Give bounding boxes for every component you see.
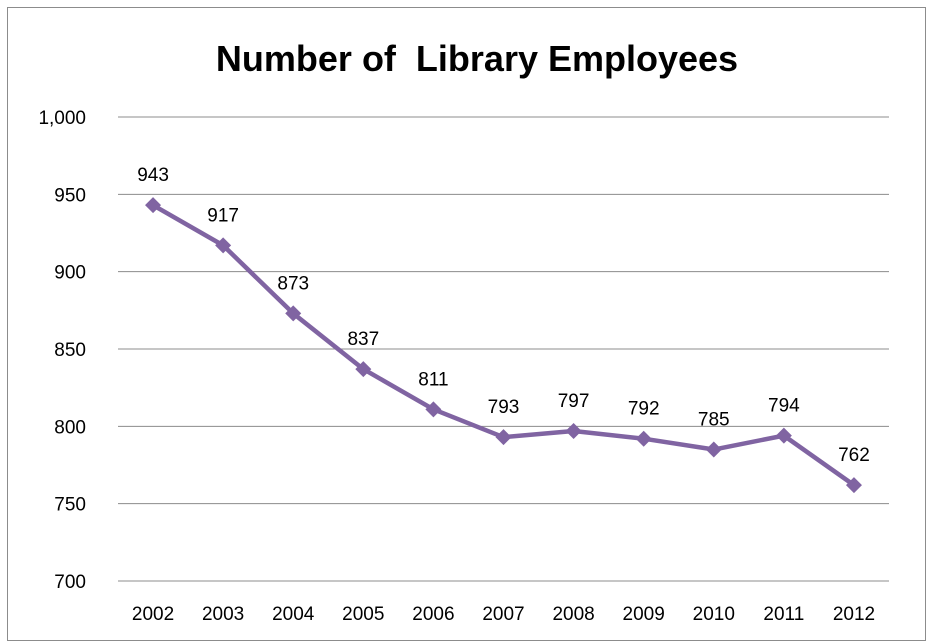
- data-point-marker: [285, 305, 302, 322]
- data-point-marker: [495, 429, 512, 446]
- data-label: 794: [768, 396, 800, 417]
- data-label: 792: [628, 399, 660, 420]
- data-label: 917: [207, 205, 239, 226]
- data-label: 762: [838, 445, 870, 466]
- data-label: 837: [347, 329, 379, 350]
- data-point-marker: [145, 197, 162, 214]
- data-point-marker: [355, 361, 372, 378]
- x-tick-label: 2002: [132, 604, 174, 625]
- data-label: 785: [698, 410, 730, 431]
- chart-frame: [7, 7, 926, 641]
- x-tick-label: 2012: [833, 604, 875, 625]
- data-label: 793: [488, 397, 520, 418]
- data-point-marker: [215, 237, 232, 254]
- y-tick-label: 850: [54, 340, 86, 361]
- data-point-marker: [425, 401, 442, 418]
- x-tick-label: 2011: [763, 604, 804, 625]
- data-label: 873: [277, 273, 309, 294]
- x-tick-label: 2008: [552, 604, 594, 625]
- y-tick-label: 750: [54, 495, 86, 516]
- data-point-marker: [705, 441, 722, 458]
- data-label: 797: [558, 391, 590, 412]
- gridlines: [118, 116, 889, 582]
- x-tick-label: 2005: [342, 604, 384, 625]
- y-tick-label: 900: [54, 263, 86, 284]
- y-tick-label: 700: [54, 572, 86, 593]
- x-tick-label: 2006: [412, 604, 454, 625]
- y-tick-label: 1,000: [38, 108, 86, 129]
- x-tick-label: 2004: [272, 604, 315, 625]
- x-axis-ticks: 2002 2003 2004 2005 2006 2007 2008 2009 2010 2011…: [132, 604, 875, 625]
- data-point-marker: [565, 422, 582, 439]
- data-labels: 943 917 873 837 811 793 797 792 785 794 762: [137, 165, 870, 466]
- y-tick-label: 950: [54, 185, 86, 206]
- x-tick-label: 2010: [693, 604, 735, 625]
- y-tick-label: 800: [54, 417, 86, 438]
- chart-title: Number of Library Employees: [216, 38, 738, 79]
- data-label: 811: [418, 369, 448, 390]
- x-tick-label: 2003: [202, 604, 244, 625]
- x-tick-label: 2009: [623, 604, 665, 625]
- data-point-marker: [845, 477, 862, 494]
- y-axis-ticks: 700 750 800 850 900 950 1,000: [38, 108, 86, 593]
- data-point-marker: [775, 427, 792, 444]
- series-layer: [145, 197, 862, 494]
- data-point-marker: [635, 430, 652, 447]
- x-tick-label: 2007: [482, 604, 524, 625]
- data-label: 943: [137, 165, 169, 186]
